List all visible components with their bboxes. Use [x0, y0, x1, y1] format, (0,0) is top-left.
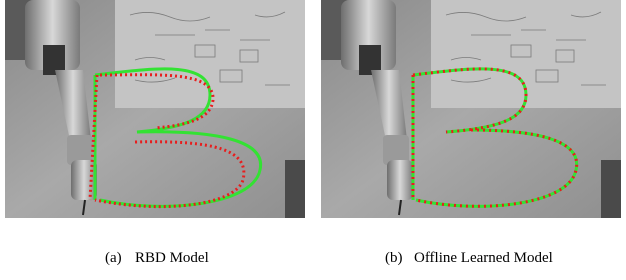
- panel-label: (b): [385, 250, 403, 266]
- panel-caption: RBD Model: [135, 250, 209, 266]
- panel-caption: Offline Learned Model: [414, 250, 553, 266]
- panel-label: (a): [105, 250, 122, 266]
- figure: (a) RBD Model (b) Offline Learned Model: [0, 0, 626, 275]
- panel-a-image: [5, 0, 305, 218]
- panel-b-image: [321, 0, 621, 218]
